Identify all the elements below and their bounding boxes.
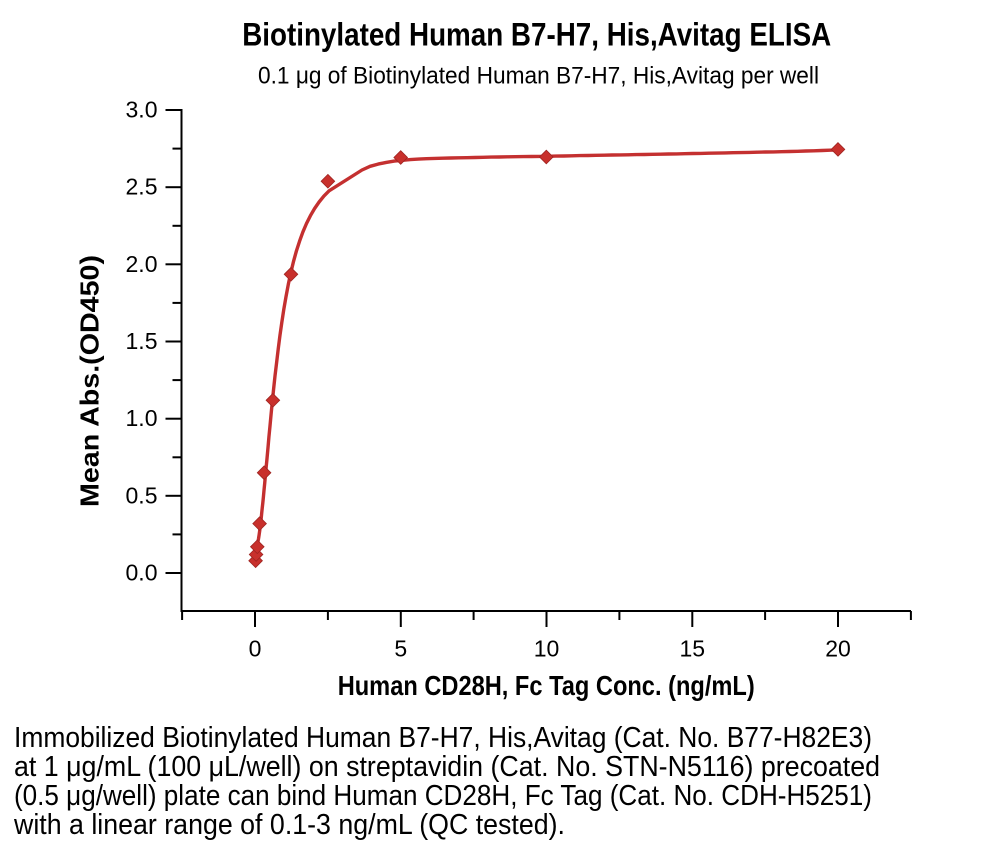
- svg-text:1.5: 1.5: [126, 328, 158, 354]
- svg-text:Immobilized Biotinylated Human: Immobilized Biotinylated Human B7-H7, Hi…: [14, 722, 872, 754]
- svg-text:5: 5: [394, 636, 407, 662]
- svg-text:Biotinylated Human B7-H7, His,: Biotinylated Human B7-H7, His,Avitag ELI…: [242, 17, 831, 53]
- svg-text:2.5: 2.5: [126, 174, 158, 200]
- svg-text:20: 20: [825, 636, 851, 662]
- svg-text:1.0: 1.0: [126, 405, 158, 431]
- svg-text:at 1 μg/mL (100 μL/well) on st: at 1 μg/mL (100 μL/well) on streptavidin…: [14, 751, 880, 783]
- svg-text:0.1 μg of Biotinylated Human B: 0.1 μg of Biotinylated Human B7-H7, His,…: [258, 63, 819, 90]
- svg-text:3.0: 3.0: [126, 97, 158, 123]
- svg-text:with a linear range of 0.1-3 n: with a linear range of 0.1-3 ng/mL (QC t…: [13, 809, 565, 841]
- svg-text:0: 0: [249, 636, 262, 662]
- svg-text:2.0: 2.0: [126, 251, 158, 277]
- svg-text:10: 10: [534, 636, 560, 662]
- svg-text:(0.5 μg/well) plate can bind H: (0.5 μg/well) plate can bind Human CD28H…: [14, 780, 872, 812]
- svg-text:15: 15: [680, 636, 706, 662]
- svg-text:0.5: 0.5: [126, 482, 158, 508]
- svg-text:Human CD28H, Fc Tag Conc. (ng/: Human CD28H, Fc Tag Conc. (ng/mL): [338, 670, 755, 701]
- svg-text:Mean Abs.(OD450): Mean Abs.(OD450): [75, 255, 105, 507]
- svg-text:0.0: 0.0: [126, 560, 158, 586]
